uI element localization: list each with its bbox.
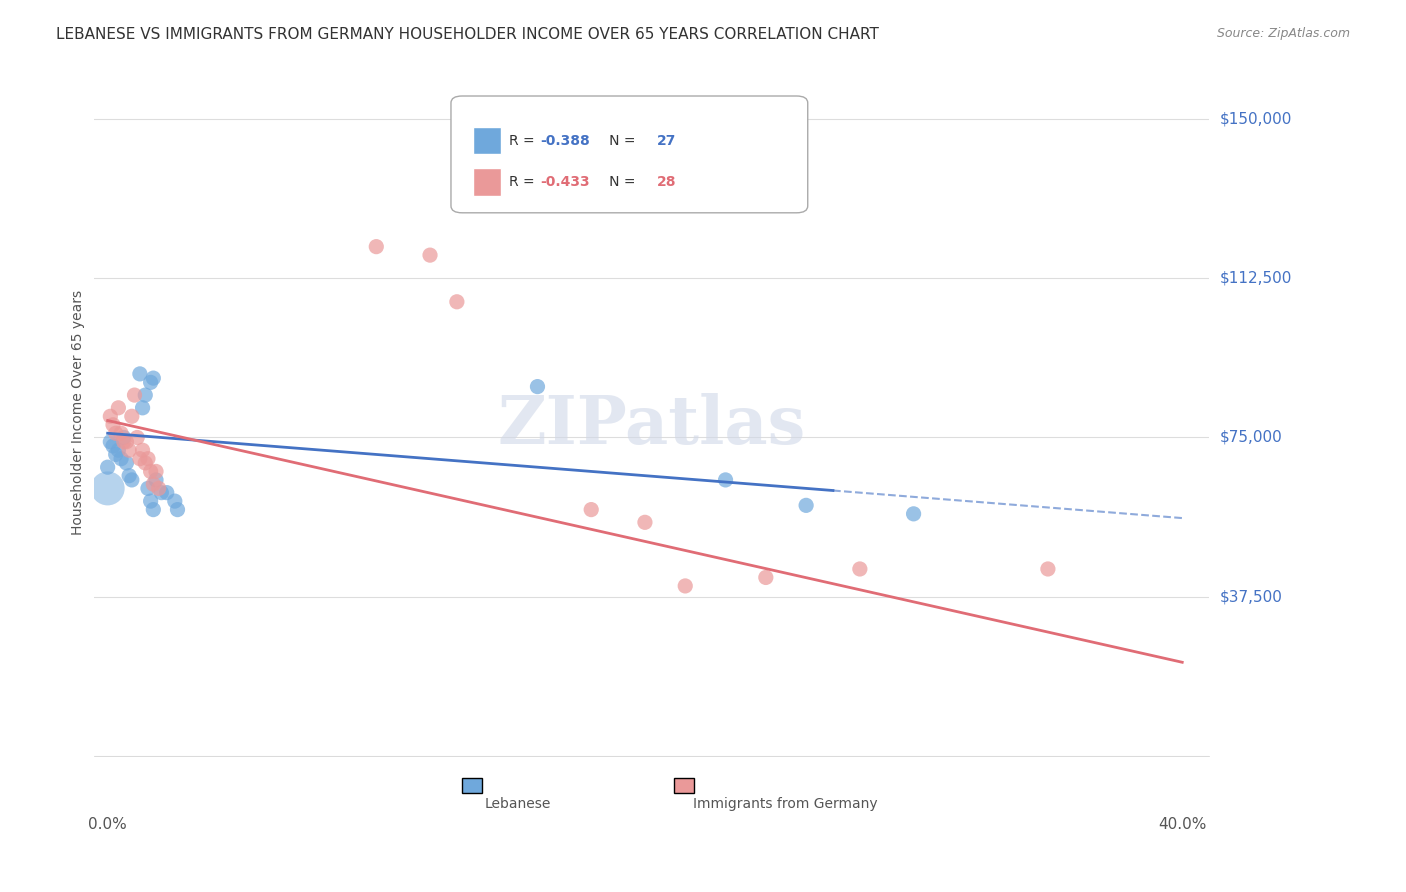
Point: [166, 502, 188, 516]
FancyBboxPatch shape: [451, 96, 807, 213]
Point: [121, 409, 143, 424]
Point: [139, 376, 162, 390]
Text: -0.433: -0.433: [540, 175, 589, 189]
Text: N =: N =: [596, 175, 640, 189]
Point: [526, 379, 548, 393]
Point: [714, 473, 737, 487]
Point: [142, 371, 165, 385]
Point: [131, 443, 153, 458]
FancyBboxPatch shape: [474, 127, 501, 154]
Text: R =: R =: [509, 134, 538, 148]
Point: [145, 473, 167, 487]
Text: $37,500: $37,500: [1220, 589, 1284, 604]
FancyBboxPatch shape: [463, 778, 482, 793]
Point: [107, 401, 129, 415]
Point: [136, 482, 159, 496]
Text: Lebanese: Lebanese: [485, 797, 551, 811]
Text: 0.0%: 0.0%: [89, 817, 127, 832]
Text: Source: ZipAtlas.com: Source: ZipAtlas.com: [1216, 27, 1350, 40]
Text: $112,500: $112,500: [1220, 271, 1292, 286]
Point: [110, 426, 132, 441]
Point: [131, 401, 153, 415]
Point: [101, 417, 124, 432]
Point: [139, 494, 162, 508]
Point: [145, 465, 167, 479]
Point: [121, 473, 143, 487]
Text: $75,000: $75,000: [1220, 430, 1282, 445]
Point: [634, 516, 657, 530]
Point: [139, 465, 162, 479]
Point: [419, 248, 441, 262]
Point: [112, 430, 135, 444]
Point: [104, 426, 127, 441]
Point: [110, 451, 132, 466]
Point: [1036, 562, 1059, 576]
Point: [579, 502, 602, 516]
Point: [104, 447, 127, 461]
FancyBboxPatch shape: [474, 169, 501, 195]
Point: [134, 456, 156, 470]
Point: [115, 456, 138, 470]
Point: [446, 294, 468, 309]
Text: R =: R =: [509, 175, 538, 189]
Point: [156, 485, 179, 500]
Point: [366, 240, 388, 254]
Point: [755, 570, 778, 584]
Text: LEBANESE VS IMMIGRANTS FROM GERMANY HOUSEHOLDER INCOME OVER 65 YEARS CORRELATION: LEBANESE VS IMMIGRANTS FROM GERMANY HOUS…: [56, 27, 879, 42]
Point: [849, 562, 872, 576]
Text: 40.0%: 40.0%: [1159, 817, 1206, 832]
Text: -0.388: -0.388: [540, 134, 591, 148]
Point: [98, 434, 121, 449]
Point: [673, 579, 696, 593]
Point: [97, 482, 120, 496]
Point: [118, 443, 141, 458]
FancyBboxPatch shape: [673, 778, 695, 793]
Point: [128, 367, 150, 381]
Text: ZIPatlas: ZIPatlas: [498, 393, 806, 458]
Point: [903, 507, 925, 521]
Point: [115, 434, 138, 449]
Point: [97, 460, 120, 475]
Point: [128, 451, 150, 466]
Point: [124, 388, 146, 402]
Point: [794, 499, 817, 513]
Point: [112, 434, 135, 449]
Point: [98, 409, 121, 424]
Point: [107, 443, 129, 458]
Text: $150,000: $150,000: [1220, 112, 1292, 127]
Point: [101, 439, 124, 453]
Point: [127, 430, 149, 444]
Y-axis label: Householder Income Over 65 years: Householder Income Over 65 years: [72, 290, 86, 534]
Point: [163, 494, 186, 508]
Text: N =: N =: [596, 134, 640, 148]
Point: [118, 468, 141, 483]
Point: [142, 477, 165, 491]
Text: 27: 27: [657, 134, 676, 148]
Text: 28: 28: [657, 175, 676, 189]
Point: [148, 482, 170, 496]
Point: [136, 451, 159, 466]
Point: [150, 485, 173, 500]
Point: [142, 502, 165, 516]
Text: Immigrants from Germany: Immigrants from Germany: [693, 797, 877, 811]
Point: [134, 388, 156, 402]
